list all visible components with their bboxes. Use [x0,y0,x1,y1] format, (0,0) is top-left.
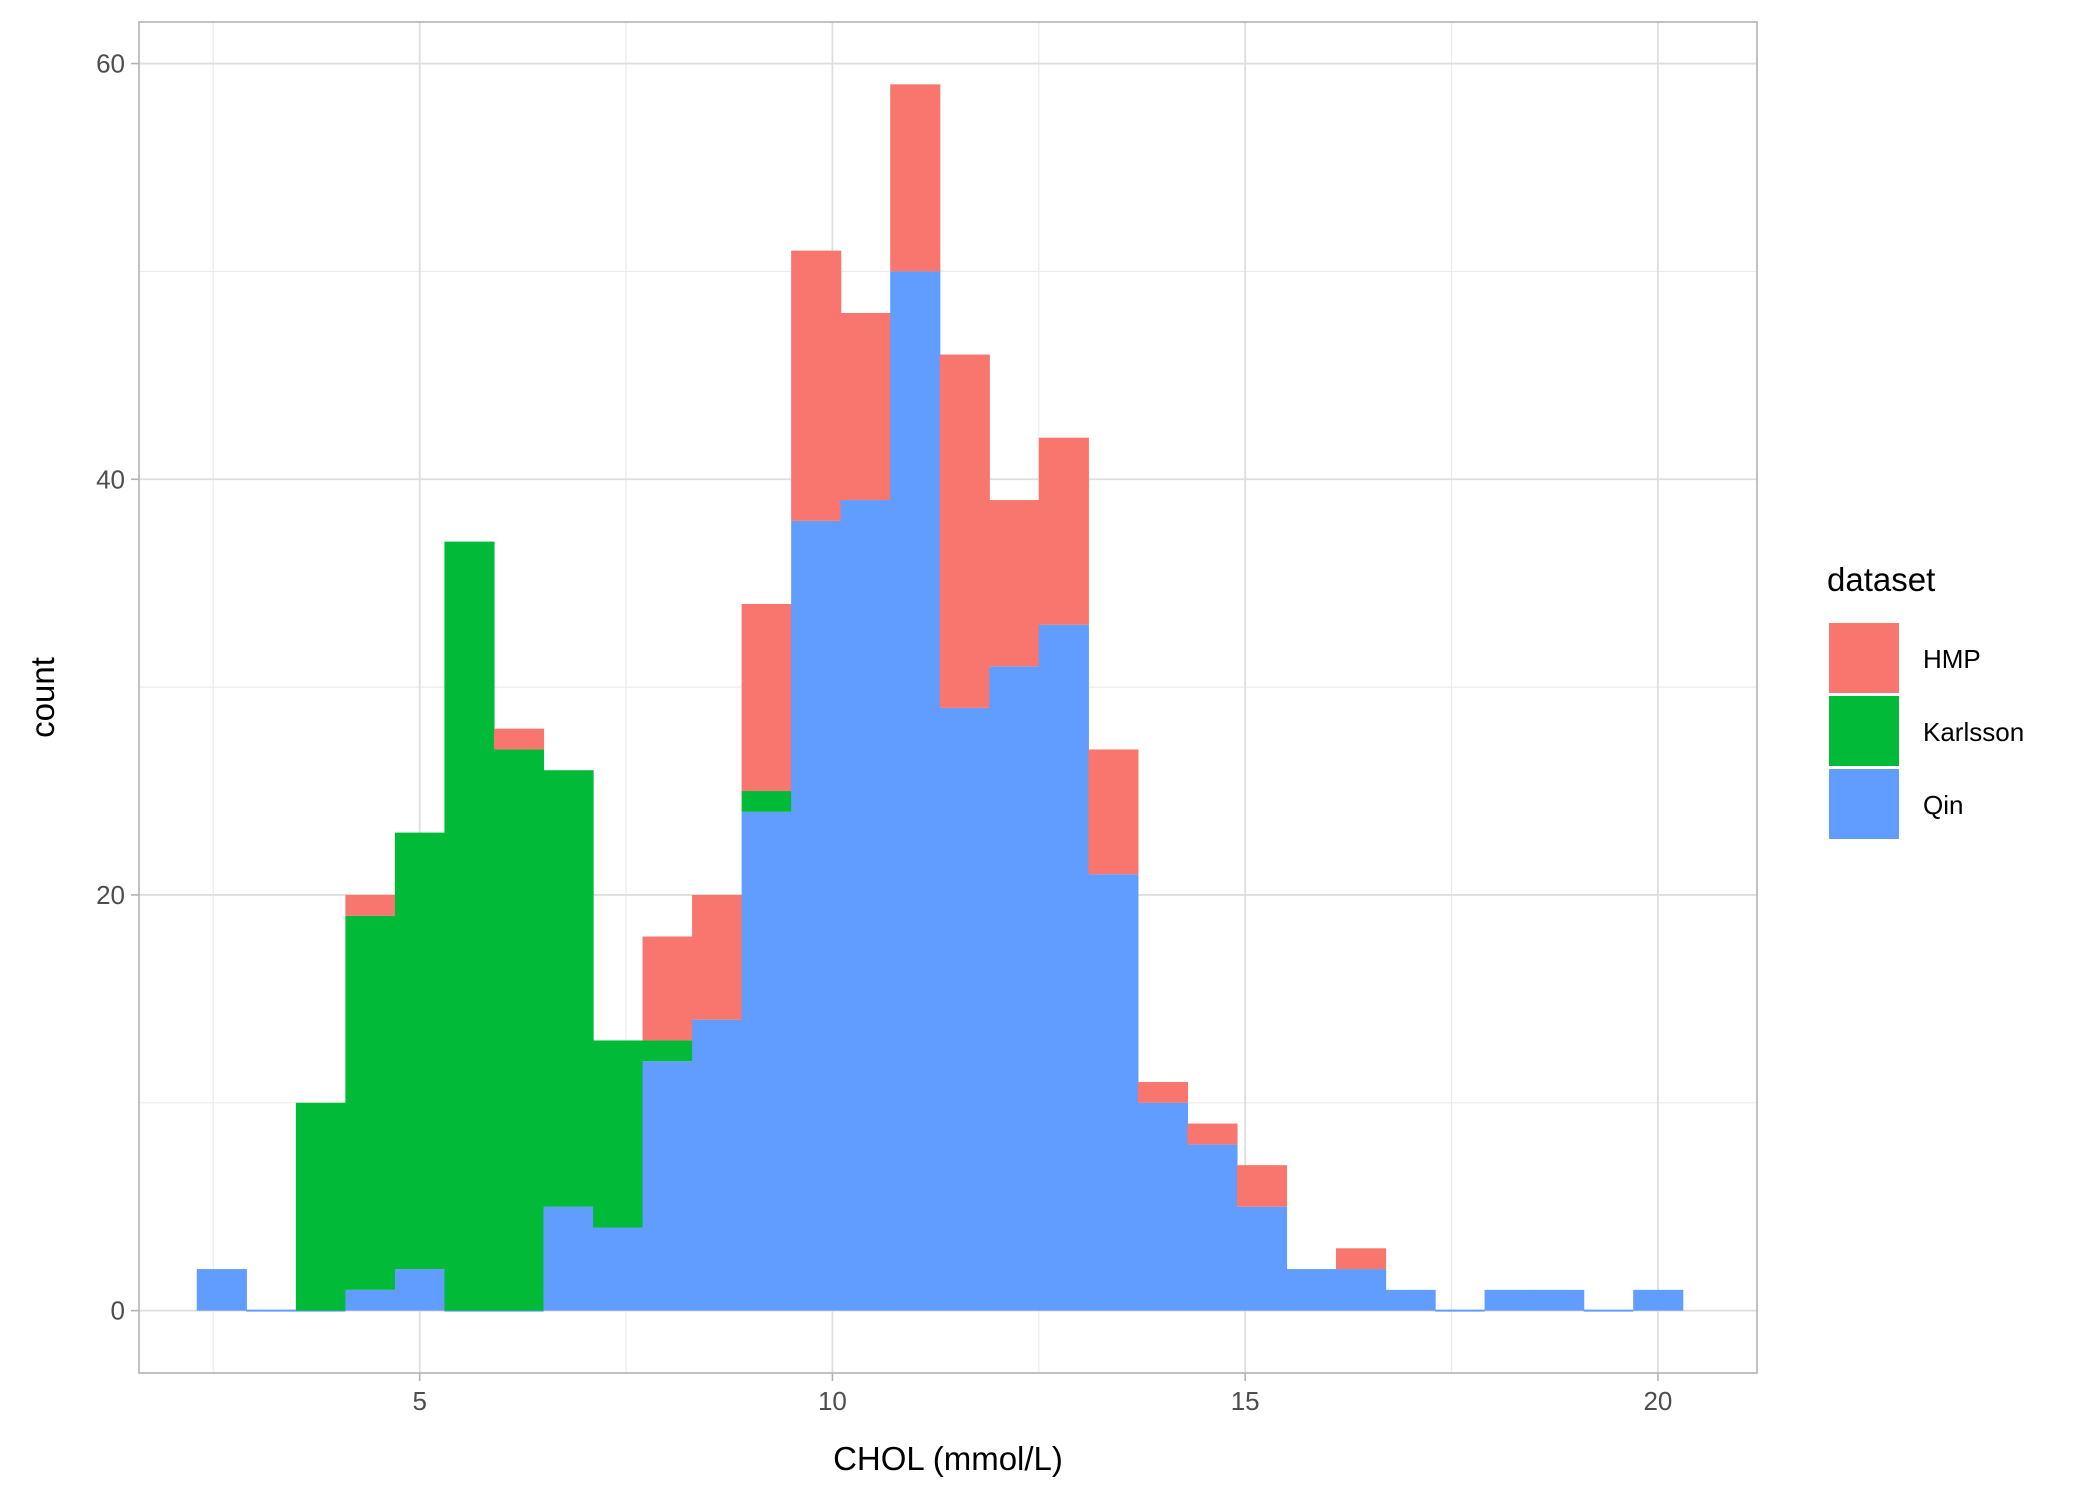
legend-label-karlsson: Karlsson [1923,717,2024,747]
bar-qin [593,1227,644,1311]
bar-qin [1633,1289,1684,1311]
bar-qin [741,811,792,1311]
bar-qin [791,520,842,1311]
bar-karlsson [741,791,792,812]
legend: dataset HMP Karlsson Qin [1827,561,2024,839]
legend-key-hmp [1829,623,1899,693]
x-axis-title: CHOL (mmol/L) [833,1440,1063,1477]
bar-hmp [642,936,693,1041]
bar-qin [1335,1269,1387,1311]
x-tick-label: 10 [818,1386,847,1416]
y-tick-label: 20 [96,880,125,910]
bar-hmp [1187,1123,1238,1145]
bar-qin [1484,1289,1535,1311]
legend-key-karlsson [1829,696,1899,766]
bar-qin [394,1269,446,1311]
x-tick-label: 5 [412,1386,426,1416]
bar-hmp [890,84,941,272]
bar-hmp [989,500,1040,667]
bar-hmp [1038,437,1089,625]
bar-qin [1088,874,1139,1311]
bar-hmp [939,354,990,708]
bar-qin [840,500,891,1311]
bar-karlsson [394,832,446,1270]
bar-hmp [692,894,743,1020]
bar-qin [1385,1289,1436,1311]
x-axis-ticks: 5 10 15 20 [412,1373,1672,1416]
bar-karlsson [295,1102,346,1311]
y-axis-title: count [24,657,61,738]
legend-key-qin [1829,769,1899,839]
bar-hmp [1088,749,1139,875]
bar-karlsson [345,915,396,1290]
bar-qin [543,1206,594,1311]
bar-qin [196,1269,247,1311]
bar-qin [1038,624,1089,1311]
bar-qin [1286,1269,1337,1311]
bar-qin [692,1019,743,1311]
bar-hmp [345,894,396,916]
bar-qin [1137,1102,1188,1311]
bar-qin [642,1061,693,1311]
bar-karlsson [642,1040,693,1062]
bar-hmp [840,312,891,501]
x-tick-label: 15 [1231,1386,1260,1416]
y-axis-ticks: 0 20 40 60 [96,49,139,1326]
bar-karlsson [593,1040,644,1228]
y-tick-label: 0 [111,1296,125,1326]
bar-qin [939,707,990,1311]
panel-border [138,21,1758,1374]
bar-qin [1236,1206,1288,1311]
bar-hmp [1335,1248,1387,1270]
bar-hmp [1137,1082,1188,1103]
bar-hmp [791,250,842,521]
y-tick-label: 40 [96,464,125,494]
bar-hmp [493,728,545,750]
x-tick-label: 20 [1643,1386,1672,1416]
y-tick-label: 60 [96,49,125,79]
bar-qin [989,666,1040,1311]
legend-title: dataset [1827,561,1935,598]
legend-label-qin: Qin [1923,790,1963,820]
bar-karlsson [444,541,495,1311]
bar-karlsson [543,770,594,1207]
bar-qin [345,1289,396,1311]
bar-qin [1187,1144,1238,1311]
bar-qin [890,271,941,1311]
stacked-bars [196,84,1684,1312]
legend-label-hmp: HMP [1923,644,1981,674]
bar-qin [1534,1289,1585,1311]
bar-karlsson [493,749,545,1311]
bar-hmp [741,603,792,792]
bar-hmp [1236,1165,1288,1207]
